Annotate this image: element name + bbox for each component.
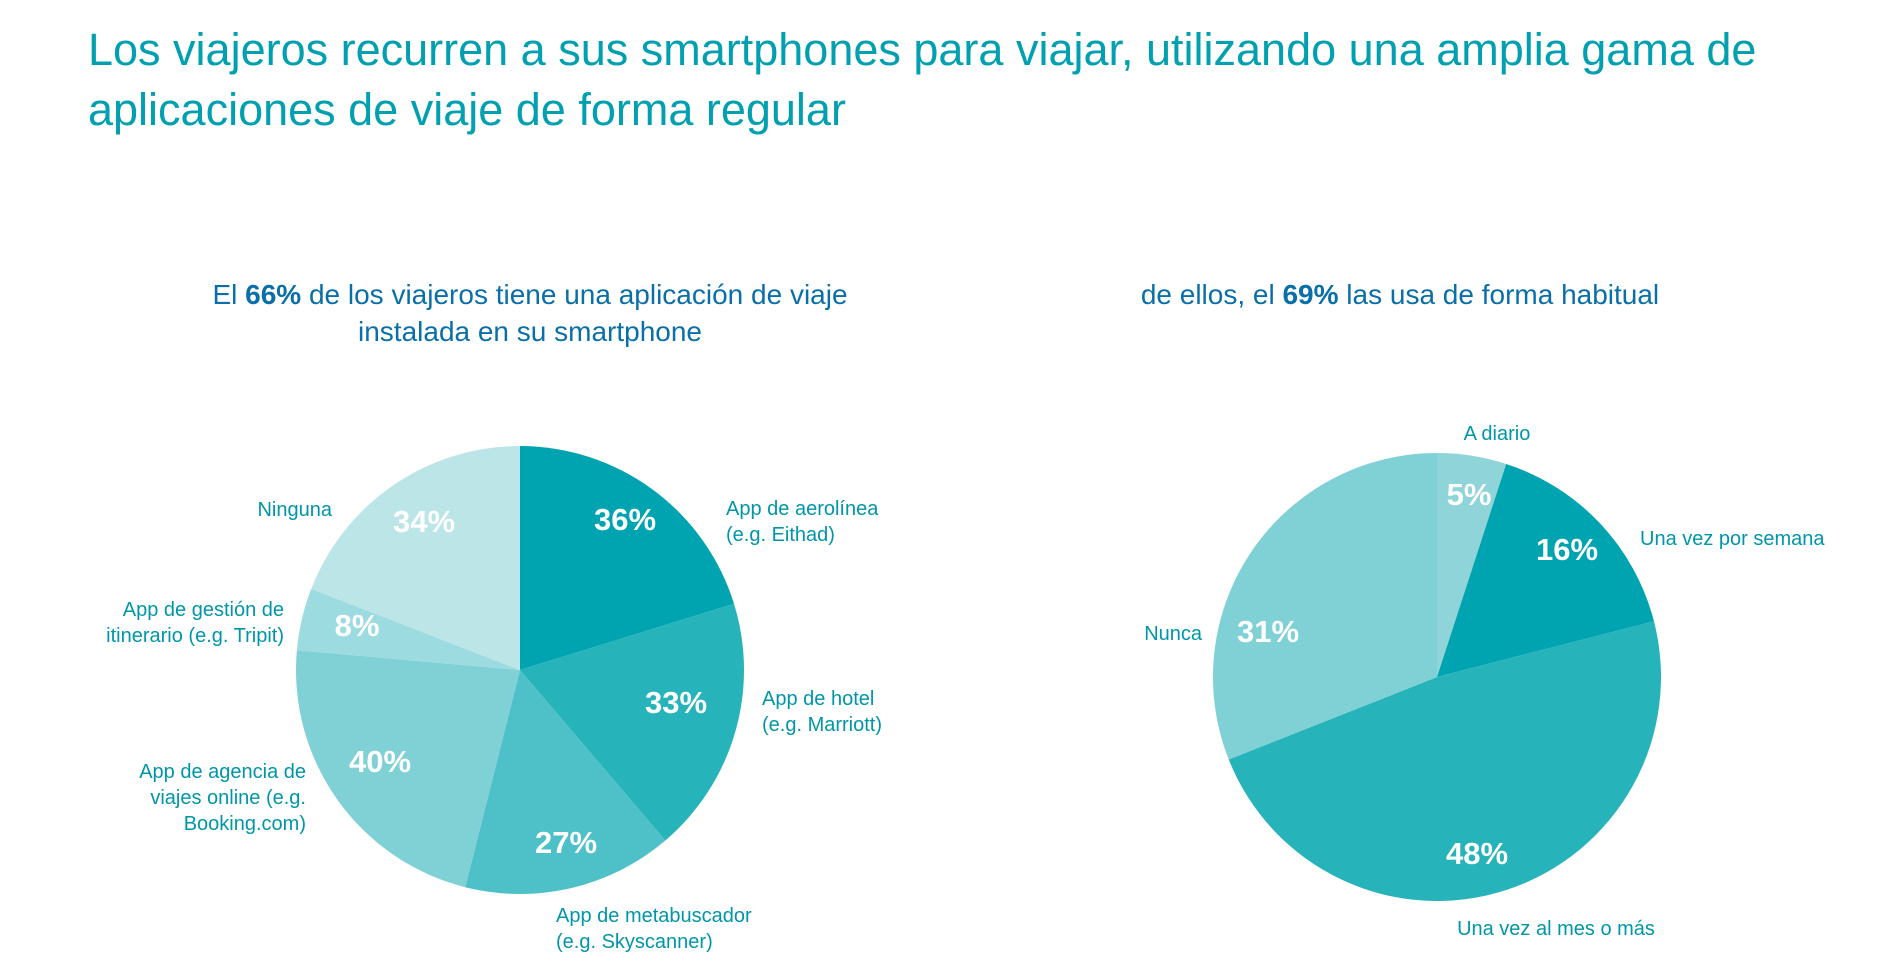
chart2-subtitle-pre: de ellos, el [1140, 279, 1283, 310]
pie2-slice-0 [1437, 453, 1507, 677]
pie1-value-label-5: 34% [393, 504, 455, 539]
pie2-category-label-1: Una vez por semana [1640, 528, 1825, 550]
pie1-slice-3 [296, 650, 520, 888]
pie1-slice-4 [296, 588, 520, 670]
pie1-value-label-4: 8% [335, 608, 380, 643]
pie1-value-label-3: 40% [349, 744, 411, 779]
pie2-slice-1 [1437, 463, 1654, 677]
pie-chart-usage-frequency: 5% A diario 16% Una vez por semana 48% Una ve… [1144, 423, 1825, 940]
pie1-value-label-2: 27% [535, 825, 597, 860]
chart1-subtitle-highlight: 66% [245, 279, 302, 310]
pie1-category-label-4: App de gestión de itinerario (e.g. Tripit… [106, 599, 284, 647]
pie2-category-label-2: Una vez al mes o más [1457, 918, 1655, 940]
page-title: Los viajeros recurren a sus smartphones … [88, 24, 1757, 135]
pie1-category-label-3: App de agencia de viajes online (e.g. Book… [139, 761, 306, 835]
pie2-slice-3 [1213, 452, 1437, 760]
pie2-value-label-1: 16% [1536, 532, 1598, 567]
pie2-category-label-0: A diario [1464, 423, 1531, 445]
pie2-category-label-3: Nunca [1144, 623, 1203, 645]
pie1-slice-1 [520, 603, 744, 841]
pie1-category-label-5: Ninguna [257, 499, 332, 521]
pie-chart-app-installed: 36% App de aerolínea (e.g. Eithad) 33% App d… [106, 445, 882, 953]
pie1-category-label-1: App de hotel (e.g. Marriott) [762, 688, 882, 736]
chart1-subtitle-pre: El [212, 279, 246, 310]
pie1-value-label-1: 33% [645, 685, 707, 720]
pie1-category-label-2: App de metabuscador (e.g. Skyscanner) [556, 905, 752, 953]
chart1-subtitle: El 66% de los viajeros tiene una aplicac… [160, 276, 900, 350]
chart2-subtitle: de ellos, el 69% las usa de forma habitu… [1080, 276, 1720, 313]
pie2-value-label-0: 5% [1447, 477, 1492, 512]
pie1-category-label-0: App de aerolínea (e.g. Eithad) [726, 498, 879, 546]
pie2-value-label-2: 48% [1446, 836, 1508, 871]
pie1-slice-5 [311, 445, 520, 670]
pie1-slice-2 [465, 670, 666, 894]
chart2-subtitle-post: las usa de forma habitual [1338, 279, 1660, 310]
pie1-slice-0 [520, 446, 734, 670]
chart1-subtitle-post: de los viajeros tiene una aplicación de … [301, 279, 848, 347]
pie2-value-label-3: 31% [1237, 614, 1299, 649]
chart2-subtitle-highlight: 69% [1282, 279, 1339, 310]
pie2-slice-2 [1228, 621, 1662, 902]
pie1-value-label-0: 36% [594, 502, 656, 537]
